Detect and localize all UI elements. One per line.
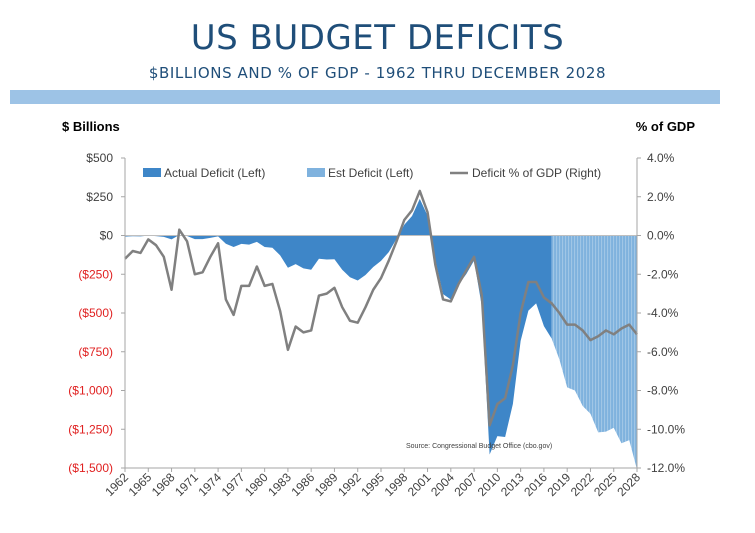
source-note: Source: Congressional Budget Office (cbo…: [406, 443, 552, 450]
right-tick-label: 4.0%: [647, 151, 675, 165]
left-tick-label: $250: [86, 190, 113, 204]
x-tick-label: 1971: [172, 470, 201, 499]
x-tick-label: 2004: [428, 470, 457, 499]
right-tick-label: -12.0%: [647, 461, 685, 475]
est-deficit-area: [551, 235, 637, 470]
x-tick-label: 1980: [242, 470, 271, 499]
right-tick-label: 2.0%: [647, 190, 675, 204]
x-tick-label: 2007: [451, 470, 480, 499]
x-tick-label: 1986: [289, 470, 318, 499]
right-tick-label: 0.0%: [647, 229, 675, 243]
x-tick-label: 2016: [521, 470, 550, 499]
header-band: [10, 90, 720, 104]
left-tick-label: ($500): [78, 306, 113, 320]
plot-area: [124, 189, 638, 470]
x-tick-label: 2028: [614, 470, 643, 499]
right-axis-title: % of GDP: [636, 119, 696, 134]
x-tick-label: 1989: [312, 470, 341, 499]
left-tick-label: ($1,250): [68, 422, 113, 436]
x-tick-label: 2025: [591, 470, 620, 499]
pct-gdp-line: [124, 189, 638, 427]
legend-label-pct: Deficit % of GDP (Right): [472, 166, 601, 180]
right-tick-label: -6.0%: [647, 345, 679, 359]
left-tick-label: $0: [100, 229, 114, 243]
legend-label-est: Est Deficit (Left): [328, 166, 413, 180]
left-axis-title: $ Billions: [62, 119, 120, 134]
left-tick-label: $500: [86, 151, 113, 165]
x-tick-label: 1998: [382, 470, 411, 499]
x-tick-label: 2010: [475, 470, 504, 499]
x-tick-label: 1983: [265, 470, 294, 499]
left-tick-label: ($1,500): [68, 461, 113, 475]
actual-deficit-area: [125, 198, 552, 455]
x-tick-label: 1974: [195, 470, 224, 499]
legend-label-actual: Actual Deficit (Left): [164, 166, 265, 180]
right-tick-label: -2.0%: [647, 267, 679, 281]
left-tick-label: ($250): [78, 267, 113, 281]
x-tick-label: 1968: [149, 470, 178, 499]
x-tick-label: 2001: [405, 470, 434, 499]
legend-swatch-actual: [143, 168, 161, 177]
chart-title: US BUDGET DEFICITS: [190, 18, 565, 58]
x-tick-label: 2019: [545, 470, 574, 499]
legend-swatch-est: [307, 168, 325, 177]
right-tick-label: -8.0%: [647, 384, 679, 398]
right-tick-label: -4.0%: [647, 306, 679, 320]
right-tick-label: -10.0%: [647, 422, 685, 436]
legend: Actual Deficit (Left) Est Deficit (Left) D…: [143, 166, 601, 180]
x-tick-label: 1992: [335, 470, 364, 499]
x-tick-label: 1995: [358, 470, 387, 499]
x-tick-label: 2022: [568, 470, 597, 499]
x-tick-label: 2013: [498, 470, 527, 499]
left-tick-label: ($750): [78, 345, 113, 359]
left-tick-label: ($1,000): [68, 384, 113, 398]
chart-subtitle: $BILLIONS AND % OF GDP - 1962 THRU DECEM…: [148, 64, 607, 82]
x-tick-label: 1965: [126, 470, 155, 499]
x-tick-label: 1977: [219, 470, 248, 499]
